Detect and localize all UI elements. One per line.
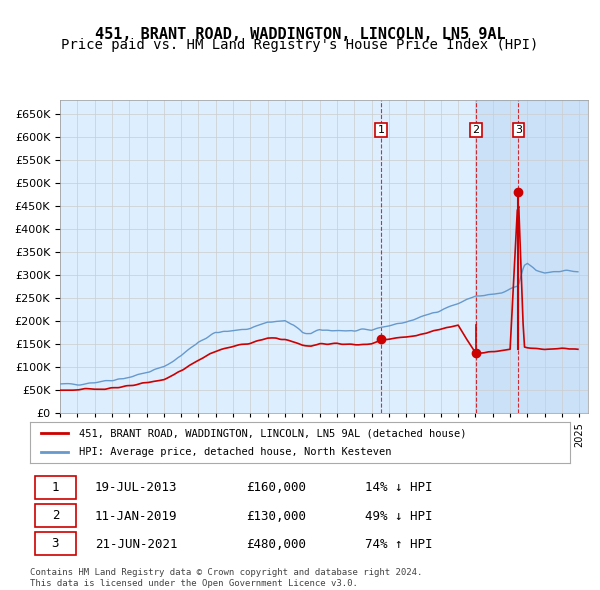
Text: Price paid vs. HM Land Registry's House Price Index (HPI): Price paid vs. HM Land Registry's House … xyxy=(61,38,539,53)
Text: 3: 3 xyxy=(52,537,59,550)
Text: 2: 2 xyxy=(52,509,59,522)
Bar xyxy=(476,100,588,413)
Text: 19-JUL-2013: 19-JUL-2013 xyxy=(95,481,178,494)
Text: 1: 1 xyxy=(377,125,385,135)
Text: 451, BRANT ROAD, WADDINGTON, LINCOLN, LN5 9AL (detached house): 451, BRANT ROAD, WADDINGTON, LINCOLN, LN… xyxy=(79,428,466,438)
Text: 74% ↑ HPI: 74% ↑ HPI xyxy=(365,538,432,551)
Text: 451, BRANT ROAD, WADDINGTON, LINCOLN, LN5 9AL: 451, BRANT ROAD, WADDINGTON, LINCOLN, LN… xyxy=(95,27,505,41)
FancyBboxPatch shape xyxy=(35,476,76,499)
Text: This data is licensed under the Open Government Licence v3.0.: This data is licensed under the Open Gov… xyxy=(30,579,358,588)
Text: 21-JUN-2021: 21-JUN-2021 xyxy=(95,538,178,551)
FancyBboxPatch shape xyxy=(35,532,76,555)
FancyBboxPatch shape xyxy=(35,504,76,527)
Text: HPI: Average price, detached house, North Kesteven: HPI: Average price, detached house, Nort… xyxy=(79,447,391,457)
Text: Contains HM Land Registry data © Crown copyright and database right 2024.: Contains HM Land Registry data © Crown c… xyxy=(30,568,422,576)
Text: 11-JAN-2019: 11-JAN-2019 xyxy=(95,510,178,523)
Text: £480,000: £480,000 xyxy=(246,538,306,551)
Text: £130,000: £130,000 xyxy=(246,510,306,523)
Text: 1: 1 xyxy=(52,481,59,494)
Text: £160,000: £160,000 xyxy=(246,481,306,494)
Text: 2: 2 xyxy=(472,125,479,135)
Text: 14% ↓ HPI: 14% ↓ HPI xyxy=(365,481,432,494)
Text: 49% ↓ HPI: 49% ↓ HPI xyxy=(365,510,432,523)
Text: 3: 3 xyxy=(515,125,522,135)
